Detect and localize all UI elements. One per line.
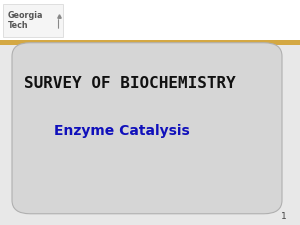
Bar: [0, 40, 300, 45]
Text: Enzyme Catalysis: Enzyme Catalysis: [54, 124, 190, 137]
Bar: [0, 0, 300, 40]
Text: Georgia
Tech: Georgia Tech: [8, 11, 43, 30]
Text: SURVEY OF BIOCHEMISTRY: SURVEY OF BIOCHEMISTRY: [24, 76, 236, 91]
Text: 1: 1: [281, 212, 286, 221]
Bar: [3, 4, 63, 37]
FancyBboxPatch shape: [12, 43, 282, 214]
